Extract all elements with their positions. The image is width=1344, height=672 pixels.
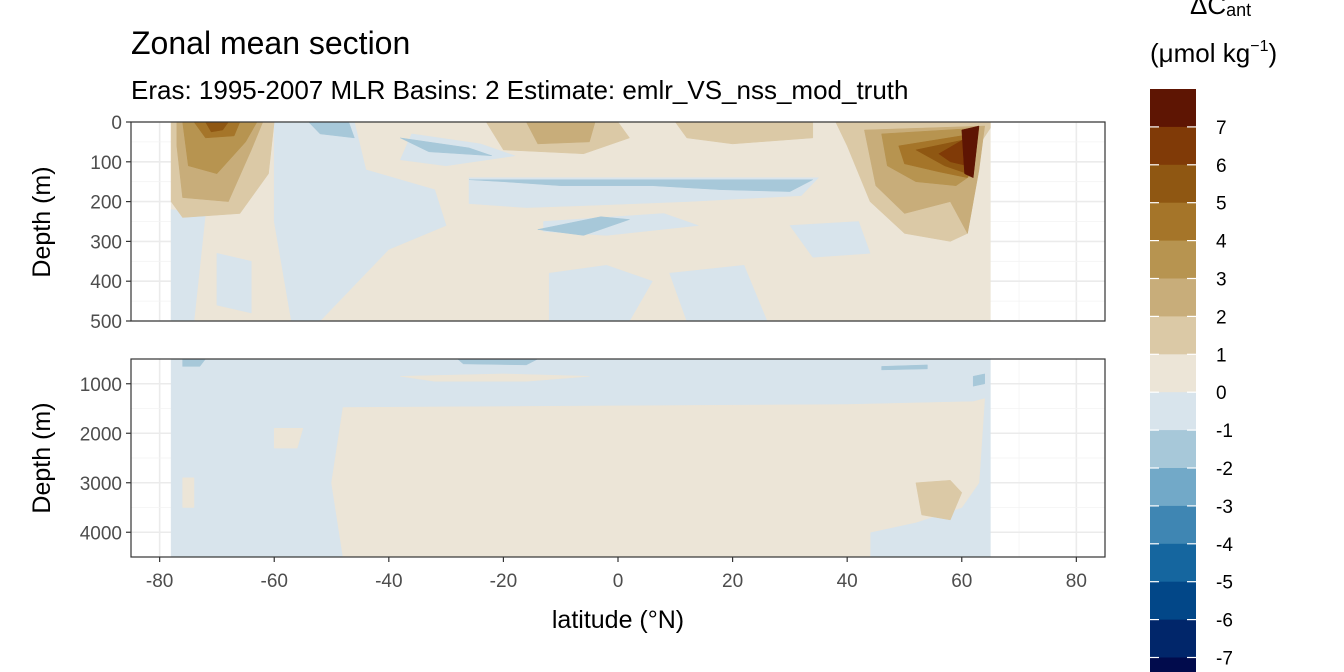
colorbar-bin <box>1150 505 1196 545</box>
contour-region <box>182 477 195 508</box>
legend-title-superscript: −1 <box>1250 38 1268 55</box>
colorbar-label: 4 <box>1216 232 1227 253</box>
colorbar-bin <box>1150 657 1196 672</box>
colorbar-label: -1 <box>1216 421 1233 442</box>
x-tick-label: 60 <box>951 571 972 592</box>
y-tick-label: 0 <box>111 113 122 134</box>
contour-region <box>881 364 928 371</box>
contour-region <box>972 373 985 387</box>
contour-region <box>457 359 538 366</box>
contour-region <box>205 122 229 133</box>
colorbar-legend: ΔCant (μmol kg−1) 7 6 5 4 3 2 1 0 -1 -2 -3 -4 -5 -6 -7 <box>1150 0 1277 672</box>
contour-region <box>182 359 206 367</box>
colorbar-bin <box>1150 468 1196 507</box>
legend-title-symbol: ΔC <box>1190 0 1226 20</box>
contour-region <box>789 221 871 258</box>
y-tick-label: 200 <box>90 193 122 214</box>
x-axis: -80 -60 -40 -20 0 20 40 60 80 <box>146 557 1087 592</box>
colorbar-bin <box>1150 430 1196 469</box>
x-axis-title: latitude (°N) <box>552 606 684 634</box>
legend-title-close: ) <box>1268 38 1277 68</box>
colorbar-label: 7 <box>1216 118 1227 139</box>
colorbar-label: 5 <box>1216 194 1227 215</box>
y-tick-label: 1000 <box>80 375 122 396</box>
colorbar-label: 2 <box>1216 307 1227 328</box>
colorbar-label: -7 <box>1216 649 1233 670</box>
y-tick-label: 100 <box>90 153 122 174</box>
colorbar-bin <box>1150 164 1196 204</box>
colorbar-label: -2 <box>1216 459 1233 480</box>
colorbar-label: 6 <box>1216 156 1227 177</box>
colorbar-bin <box>1150 316 1196 355</box>
colorbar-bin <box>1150 278 1196 317</box>
contour-region <box>308 122 355 139</box>
x-tick-label: -60 <box>261 571 288 592</box>
contour-region <box>537 216 630 236</box>
lower-y-axis-title: Depth (m) <box>28 402 56 513</box>
x-tick-label: -80 <box>146 571 173 592</box>
lower-depth-panel: 1000 2000 3000 4000 <box>80 358 1106 558</box>
colorbar-label: 0 <box>1216 383 1227 404</box>
chart-subtitle: Eras: 1995-2007 MLR Basins: 2 Estimate: … <box>131 75 909 105</box>
chart-title: Zonal mean section <box>131 25 410 61</box>
colorbar-label: -6 <box>1216 611 1233 632</box>
colorbar-bin <box>1150 126 1196 166</box>
y-tick-label: 400 <box>90 272 122 293</box>
upper-y-axis-title: Depth (m) <box>28 166 56 277</box>
y-tick-label: 300 <box>90 232 122 253</box>
x-tick-label: 80 <box>1066 571 1087 592</box>
colorbar-label: -3 <box>1216 497 1233 518</box>
contour-region <box>961 125 980 179</box>
x-tick-label: 20 <box>722 571 743 592</box>
legend-title-line2: (μmol kg−1) <box>1150 38 1277 68</box>
colorbar-bin <box>1150 202 1196 242</box>
contour-region <box>400 137 493 157</box>
x-tick-label: -20 <box>490 571 517 592</box>
colorbar-bin <box>1150 581 1196 621</box>
x-tick-label: -40 <box>375 571 402 592</box>
y-tick-label: 2000 <box>80 424 122 445</box>
colorbar-label: -4 <box>1216 535 1233 556</box>
colorbar-bin <box>1150 354 1196 393</box>
colorbar-bin <box>1150 392 1196 431</box>
x-tick-label: 0 <box>613 571 624 592</box>
contour-fills <box>170 359 991 557</box>
upper-depth-panel: 0 100 200 300 400 500 <box>90 113 1106 333</box>
legend-title-subscript: ant <box>1226 0 1251 20</box>
contour-region <box>669 265 768 321</box>
y-tick-label: 500 <box>90 312 122 333</box>
panel-border <box>130 121 1106 322</box>
contour-region <box>216 252 252 314</box>
colorbar-bin <box>1150 619 1196 659</box>
colorbar-label: 3 <box>1216 270 1227 291</box>
y-tick-label: 4000 <box>80 523 122 544</box>
x-tick-label: 40 <box>837 571 858 592</box>
contour-region <box>273 428 304 449</box>
colorbar-bins: 7 6 5 4 3 2 1 0 -1 -2 -3 -4 -5 -6 -7 <box>1150 89 1233 672</box>
contour-region <box>400 373 590 382</box>
contour-region <box>182 122 258 174</box>
legend-title-unit: (μmol kg <box>1150 38 1250 68</box>
contour-region <box>548 265 653 321</box>
contour-region <box>915 480 963 521</box>
colorbar-label: -5 <box>1216 573 1233 594</box>
y-tick-label: 3000 <box>80 474 122 495</box>
contour-region <box>468 179 813 192</box>
colorbar-label: 1 <box>1216 345 1227 366</box>
legend-title-line1: ΔCant <box>1190 0 1251 20</box>
contour-region <box>526 122 596 145</box>
contour-fills <box>170 122 991 321</box>
contour-region <box>273 122 447 321</box>
colorbar-bin <box>1150 89 1196 128</box>
colorbar-bin <box>1150 240 1196 280</box>
contour-region <box>674 122 814 145</box>
colorbar-bin <box>1150 543 1196 583</box>
